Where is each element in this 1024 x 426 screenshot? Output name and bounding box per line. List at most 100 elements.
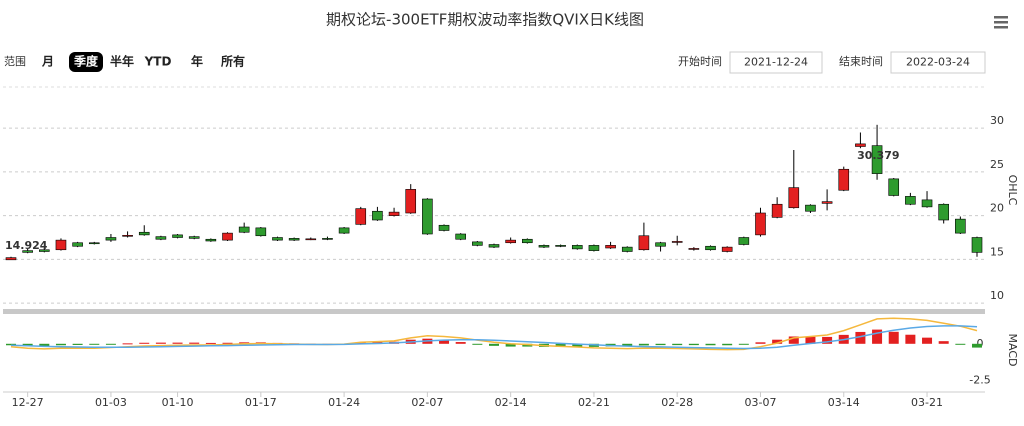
range-button[interactable]: 年 bbox=[191, 54, 203, 69]
macd-bar bbox=[688, 343, 699, 346]
x-tick-label: 01-03 bbox=[95, 396, 127, 409]
macd-axis-title: MACD bbox=[1006, 334, 1019, 367]
end-date: 2022-03-24 bbox=[906, 56, 970, 69]
candle-body bbox=[788, 187, 800, 209]
macd-bar bbox=[855, 331, 866, 344]
candle-body bbox=[955, 218, 966, 234]
macd-bar bbox=[472, 343, 483, 345]
candle-body bbox=[838, 168, 850, 191]
candle-body bbox=[621, 246, 633, 252]
macd-bar bbox=[638, 343, 649, 346]
candle-body bbox=[405, 189, 417, 214]
candle-body bbox=[555, 245, 566, 247]
range-button-bg bbox=[69, 52, 103, 72]
candle-body bbox=[888, 178, 900, 196]
candle-body bbox=[821, 201, 833, 204]
candle-body bbox=[871, 145, 883, 174]
macd-bar bbox=[822, 336, 833, 344]
candle-body bbox=[472, 241, 483, 246]
y-axis-title: OHLC bbox=[1006, 175, 1019, 206]
y-tick-label: 10 bbox=[990, 289, 1004, 302]
range-button[interactable]: 所有 bbox=[221, 54, 245, 69]
y-tick-label: 20 bbox=[990, 202, 1004, 215]
candle-body bbox=[738, 237, 750, 245]
end-input[interactable] bbox=[890, 51, 986, 74]
candle-body bbox=[522, 238, 533, 244]
candle-body bbox=[971, 237, 983, 253]
range-button[interactable]: YTD bbox=[144, 55, 172, 69]
candle-body bbox=[855, 143, 866, 147]
candle-body bbox=[921, 199, 933, 208]
macd-line bbox=[10, 317, 978, 351]
candle-body bbox=[5, 257, 17, 261]
x-tick-label: 02-14 bbox=[495, 396, 527, 409]
candle-body bbox=[938, 203, 949, 221]
macd-bar bbox=[89, 343, 100, 345]
range-button[interactable]: 半年 bbox=[110, 54, 134, 69]
macd-bar bbox=[955, 343, 966, 345]
macd-bar bbox=[439, 340, 450, 344]
candle-body bbox=[372, 210, 383, 221]
macd-bar bbox=[172, 342, 183, 344]
macd-bar bbox=[155, 342, 166, 344]
x-tick-label: 03-14 bbox=[828, 396, 860, 409]
candle-body bbox=[355, 208, 367, 225]
candle-body bbox=[288, 238, 300, 241]
candle-body bbox=[172, 234, 183, 238]
x-tick-label: 02-28 bbox=[661, 396, 693, 409]
x-tick-label: 02-21 bbox=[578, 396, 610, 409]
macd-bar bbox=[39, 343, 50, 347]
macd-bar bbox=[888, 331, 899, 344]
start-input[interactable] bbox=[729, 51, 823, 74]
candle-body bbox=[655, 242, 666, 247]
menu-icon[interactable] bbox=[994, 16, 1008, 29]
candle-body bbox=[22, 250, 33, 253]
candle-body bbox=[72, 242, 83, 247]
candle-body bbox=[272, 237, 283, 241]
macd-bar bbox=[672, 343, 683, 346]
start-date: 2021-12-24 bbox=[744, 56, 808, 69]
macd-line bbox=[10, 325, 978, 350]
macd-bar bbox=[722, 343, 733, 346]
macd-bar bbox=[938, 341, 949, 344]
macd-bar bbox=[872, 329, 883, 344]
range-button[interactable]: 月 bbox=[41, 55, 54, 69]
candle-body bbox=[755, 212, 766, 236]
macd-bar bbox=[905, 334, 916, 344]
candle-body bbox=[39, 249, 50, 252]
end-label: 结束时间 bbox=[839, 55, 883, 68]
candle-body bbox=[671, 241, 683, 243]
macd-bar bbox=[139, 342, 150, 344]
candle-body bbox=[338, 227, 350, 234]
macd-bar bbox=[105, 343, 116, 345]
macd-bar bbox=[738, 343, 749, 345]
x-tick-label: 12-27 bbox=[12, 396, 44, 409]
macd-bar bbox=[205, 342, 216, 344]
x-tick-label: 03-07 bbox=[744, 396, 776, 409]
macd-bar bbox=[755, 342, 766, 344]
macd-bar bbox=[55, 343, 66, 346]
macd-bar bbox=[189, 342, 200, 344]
candle-body bbox=[488, 244, 500, 248]
macd-bar bbox=[555, 343, 566, 347]
macd-bar bbox=[6, 343, 16, 346]
y-tick-label: 25 bbox=[990, 158, 1004, 171]
min-label: 14.924 bbox=[5, 239, 48, 252]
macd-bar bbox=[505, 343, 516, 347]
macd-bar bbox=[972, 343, 982, 348]
macd-bar bbox=[72, 343, 83, 345]
candle-body bbox=[55, 239, 67, 251]
candle-body bbox=[688, 248, 700, 250]
candle-body bbox=[705, 245, 716, 251]
range-button[interactable]: 季度 bbox=[73, 54, 99, 69]
macd-bar bbox=[622, 343, 633, 347]
macd-bar bbox=[705, 343, 716, 346]
x-tick-label: 01-10 bbox=[162, 396, 194, 409]
candle-body bbox=[188, 236, 200, 239]
candle-body bbox=[205, 238, 217, 242]
candle-body bbox=[771, 203, 783, 218]
candle-body bbox=[721, 246, 733, 252]
macd-bar bbox=[922, 337, 933, 344]
x-tick-label: 02-07 bbox=[411, 396, 443, 409]
